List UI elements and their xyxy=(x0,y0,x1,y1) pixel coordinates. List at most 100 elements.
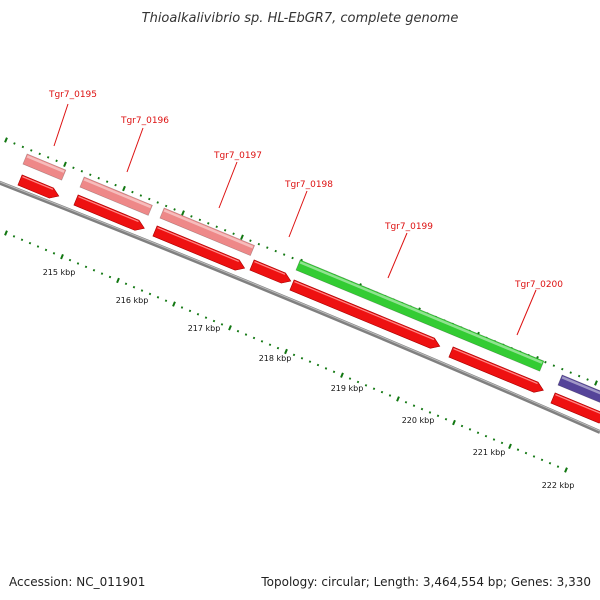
major-tick xyxy=(564,467,568,473)
major-tick xyxy=(508,443,512,449)
minor-tick xyxy=(548,461,552,465)
minor-tick xyxy=(223,228,227,232)
minor-tick xyxy=(244,333,248,336)
cds-arrow xyxy=(152,225,246,271)
minor-tick xyxy=(100,272,104,275)
minor-tick xyxy=(372,387,376,391)
minor-tick xyxy=(140,289,144,292)
minor-tick xyxy=(46,156,50,159)
major-tick xyxy=(594,380,598,386)
minor-tick xyxy=(282,253,286,256)
minor-tick xyxy=(484,434,488,438)
minor-tick xyxy=(324,367,328,370)
minor-tick xyxy=(12,235,16,238)
gene-label-layer: Tgr7_0195 Tgr7_0196 Tgr7_0197 Tgr7_0198 … xyxy=(48,90,563,336)
minor-tick xyxy=(292,353,296,357)
minor-tick xyxy=(156,296,160,299)
feature-bar xyxy=(22,153,67,181)
kbp-label: 220 kbp xyxy=(402,416,435,425)
kbp-label: 221 kbp xyxy=(473,448,506,457)
gene-label: Tgr7_0200 xyxy=(514,280,563,290)
gene-leader-line xyxy=(387,232,408,279)
minor-tick xyxy=(212,319,216,323)
cds-arrow xyxy=(289,279,441,349)
minor-tick xyxy=(44,248,48,252)
minor-tick xyxy=(308,360,312,363)
minor-tick xyxy=(232,232,235,235)
major-tick xyxy=(181,210,185,216)
minor-tick xyxy=(139,194,143,197)
minor-tick xyxy=(364,384,368,387)
feature-bar xyxy=(295,259,545,372)
minor-tick xyxy=(552,364,556,367)
minor-tick xyxy=(332,370,336,374)
minor-tick xyxy=(569,371,572,374)
minor-tick xyxy=(84,265,88,269)
gene-leader-line xyxy=(126,127,144,173)
minor-tick xyxy=(204,316,208,319)
gene-leader-line xyxy=(516,289,537,336)
minor-tick xyxy=(586,378,589,381)
minor-tick xyxy=(196,312,200,316)
minor-tick xyxy=(21,145,25,149)
gene-leader-line xyxy=(218,161,238,209)
major-tick xyxy=(63,161,67,167)
major-tick xyxy=(452,419,456,426)
kbp-label-layer: 215 kbp 216 kbp 217 kbp 218 kbp 219 kbp … xyxy=(43,268,575,490)
minor-tick xyxy=(524,451,528,455)
major-tick xyxy=(4,137,8,143)
minor-tick xyxy=(114,183,117,187)
minor-tick xyxy=(92,268,96,272)
kbp-label: 217 kbp xyxy=(188,324,221,333)
minor-tick xyxy=(249,239,252,242)
kbp-label: 215 kbp xyxy=(43,268,76,277)
feature-bar xyxy=(79,176,153,216)
minor-tick xyxy=(468,428,472,431)
minor-tick xyxy=(190,215,193,218)
minor-tick xyxy=(173,208,176,211)
kbp-label: 222 kbp xyxy=(542,481,575,490)
minor-tick xyxy=(124,282,128,286)
minor-tick xyxy=(444,417,448,421)
genome-backbone-highlight xyxy=(0,181,600,432)
major-tick xyxy=(4,230,8,236)
gene-label: Tgr7_0196 xyxy=(120,116,169,126)
minor-tick xyxy=(412,404,416,407)
genome-backbone xyxy=(0,180,600,434)
minor-tick xyxy=(274,249,277,253)
cds-arrow xyxy=(249,259,292,284)
minor-tick xyxy=(164,204,168,208)
minor-tick xyxy=(540,458,544,462)
minor-tick xyxy=(68,258,72,262)
cds-arrow xyxy=(73,194,145,231)
genome-summary-text: Topology: circular; Length: 3,464,554 bp… xyxy=(260,575,591,589)
minor-tick xyxy=(561,367,564,371)
gene-label: Tgr7_0198 xyxy=(284,180,333,190)
minor-tick xyxy=(52,252,56,255)
minor-tick xyxy=(476,431,480,435)
feature-bar xyxy=(159,207,256,257)
minor-tick xyxy=(131,190,134,194)
minor-tick xyxy=(532,455,536,458)
minor-tick xyxy=(252,336,256,340)
minor-tick xyxy=(380,390,384,394)
inner-tick-scale xyxy=(4,230,568,473)
gene-leader-line xyxy=(288,190,308,238)
major-tick xyxy=(284,348,288,355)
minor-tick xyxy=(356,380,360,384)
major-tick xyxy=(396,396,400,402)
major-tick xyxy=(122,185,126,192)
minor-tick xyxy=(30,149,33,152)
major-tick xyxy=(116,277,120,284)
minor-tick xyxy=(420,407,424,411)
cds-arrow xyxy=(550,392,600,424)
minor-tick xyxy=(148,292,152,296)
minor-tick xyxy=(404,401,408,404)
minor-tick xyxy=(132,285,136,289)
gene-leader-line xyxy=(53,103,69,147)
minor-tick xyxy=(268,343,272,346)
minor-tick xyxy=(236,329,240,333)
feature-bar xyxy=(557,374,600,405)
feature-track xyxy=(17,153,600,424)
minor-tick xyxy=(80,169,84,173)
